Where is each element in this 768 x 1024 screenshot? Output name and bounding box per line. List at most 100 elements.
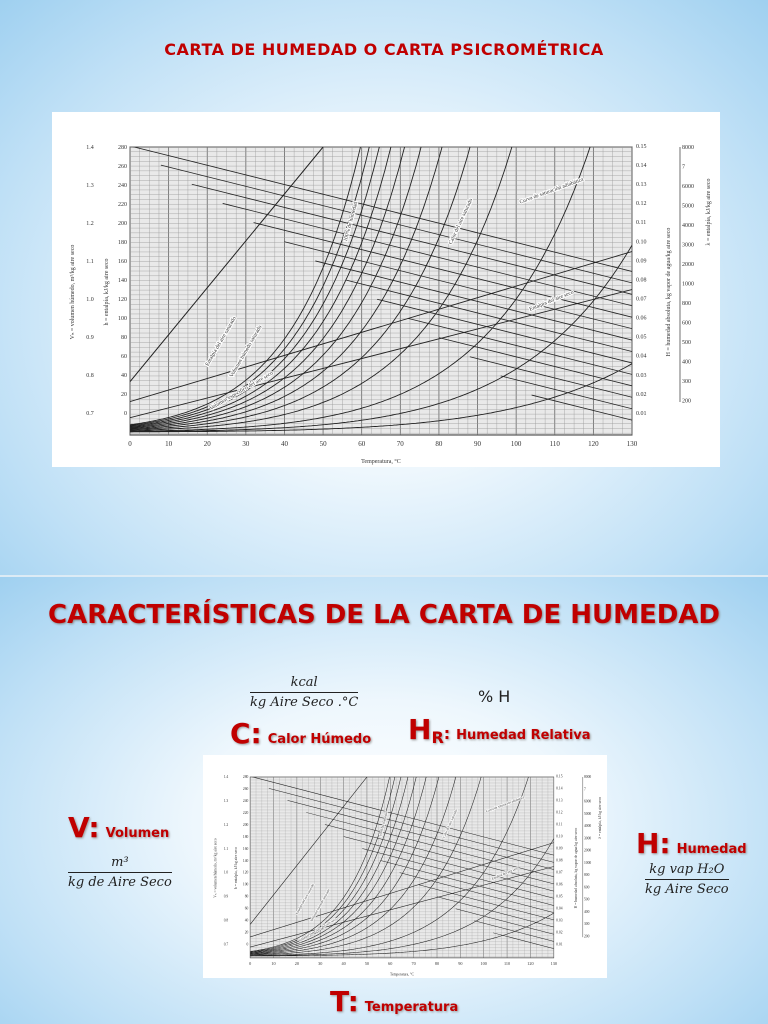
slide-1: CARTA DE HUMEDAD O CARTA PSICROMÉTRICA 0… bbox=[0, 0, 768, 575]
enthalpy-tick-label: 160 bbox=[118, 259, 127, 265]
calor-unit: kcal kg Aire Seco .°C bbox=[250, 675, 359, 710]
humidity-tick-label: 0.07 bbox=[556, 870, 562, 874]
volumen-unit: m³ kg de Aire Seco bbox=[68, 855, 172, 890]
adiabatic-line bbox=[253, 222, 632, 318]
x-tick-label: 100 bbox=[481, 961, 487, 966]
adiabatic-line bbox=[500, 375, 632, 410]
x-tick-label: 90 bbox=[474, 440, 482, 448]
adiabatic-line bbox=[492, 932, 554, 949]
adiabatic-line bbox=[531, 394, 632, 421]
enthalpy-tick-label: 220 bbox=[118, 202, 127, 208]
latent-tick-label: 5000 bbox=[682, 204, 694, 210]
volumen-label: V: Volumen bbox=[68, 811, 170, 844]
latent-tick-label: 800 bbox=[682, 301, 691, 307]
latent-tick-label: 400 bbox=[584, 910, 590, 914]
humidity-tick-label: 0.09 bbox=[636, 258, 647, 264]
humidity-tick-label: 0.10 bbox=[556, 834, 562, 838]
humidity-tick-label: 0.02 bbox=[556, 930, 562, 934]
humidity-curve-70 bbox=[130, 147, 392, 428]
enthalpy-tick-label: 160 bbox=[243, 847, 249, 851]
humedad-label: H: Humedad bbox=[636, 827, 747, 860]
humidity-curve-50 bbox=[250, 776, 427, 955]
latent-tick-label: 600 bbox=[682, 321, 691, 327]
slide-title: CARTA DE HUMEDAD O CARTA PSICROMÉTRICA bbox=[164, 40, 604, 59]
humidity-curve-80 bbox=[250, 776, 402, 953]
humidity-curve-70 bbox=[250, 776, 409, 954]
x-tick-label: 50 bbox=[320, 440, 328, 448]
adiabatic-line bbox=[287, 800, 554, 870]
humidity-curve-5 bbox=[250, 838, 554, 957]
humidity-tick-label: 0.02 bbox=[636, 392, 647, 398]
humidity-curve-100 bbox=[250, 776, 390, 952]
enthalpy-tick-label: 120 bbox=[118, 297, 127, 303]
right-axis-label-2: λ = entalpía, kJ/kg aire seco bbox=[706, 179, 712, 246]
x-tick-label: 30 bbox=[242, 440, 250, 448]
chart-annotation: 100% de humedad bbox=[378, 811, 388, 837]
enthalpy-tick-label: 140 bbox=[118, 278, 127, 284]
x-tick-label: 0 bbox=[249, 961, 251, 966]
humidity-tick-label: 0.11 bbox=[556, 822, 562, 826]
enthalpy-tick-label: 60 bbox=[121, 354, 127, 360]
humidity-curve-90 bbox=[130, 147, 370, 426]
adiabatic-line bbox=[132, 147, 632, 272]
adiabatic-line bbox=[191, 183, 632, 295]
volume-tick-label: 0.9 bbox=[224, 895, 229, 899]
adiabatic-line bbox=[222, 203, 632, 307]
volume-tick-label: 1.4 bbox=[224, 775, 229, 779]
enthalpy-tick-label: 200 bbox=[243, 823, 249, 827]
adiabatic-line bbox=[399, 872, 554, 913]
enthalpy-tick-label: 120 bbox=[243, 871, 249, 875]
humidity-curve-60 bbox=[130, 147, 406, 429]
x-axis-label: Temperatura, °C bbox=[361, 458, 401, 465]
x-tick-label: 60 bbox=[388, 961, 392, 966]
left-axis-label: Vₕ = volumen húmedo, m³/kg aire seco bbox=[213, 838, 218, 897]
enthalpy-tick-label: 220 bbox=[243, 811, 249, 815]
volume-tick-label: 1.0 bbox=[86, 297, 94, 303]
x-tick-label: 110 bbox=[550, 440, 561, 448]
right-axis-label: H = humedad absoluta, kg vapor de agua/k… bbox=[574, 828, 579, 909]
psychrometric-chart-image: 0 10 20 30 40 50 60 70 80 90 100 110 120 130 280 260 240… bbox=[203, 755, 607, 978]
adiabatic-line bbox=[284, 241, 632, 330]
x-tick-label: 80 bbox=[435, 961, 439, 966]
enthalpy-tick-label: 180 bbox=[243, 835, 249, 839]
slide-2: CARACTERÍSTICAS DE LA CARTA DE HUMEDAD k… bbox=[0, 577, 768, 1024]
left-axis-label-2: h = entalpía, kJ/kg aire seco bbox=[234, 847, 239, 889]
humidity-tick-label: 0.03 bbox=[556, 918, 562, 922]
latent-tick-label: 2000 bbox=[682, 262, 694, 268]
humidity-tick-label: 0.13 bbox=[556, 798, 562, 802]
x-tick-label: 30 bbox=[318, 961, 322, 966]
humidity-tick-label: 0.15 bbox=[636, 144, 647, 150]
adiabatic-line bbox=[346, 279, 632, 352]
x-tick-label: 80 bbox=[435, 440, 443, 448]
latent-tick-label: 1000 bbox=[584, 861, 591, 865]
humidity-curve-20 bbox=[130, 147, 513, 432]
humidity-tick-label: 0.06 bbox=[556, 882, 562, 886]
enthalpy-tick-label: 240 bbox=[118, 183, 127, 189]
adiabatic-line bbox=[251, 776, 554, 856]
latent-tick-label: 7 bbox=[682, 165, 685, 171]
humidity-curve-100 bbox=[130, 147, 361, 426]
saturated-enthalpy-line bbox=[250, 776, 368, 925]
x-tick-label: 40 bbox=[281, 440, 289, 448]
humidity-curve-30 bbox=[130, 147, 471, 431]
humidity-curve-90 bbox=[250, 776, 396, 953]
x-tick-label: 90 bbox=[458, 961, 462, 966]
latent-tick-label: 6000 bbox=[584, 800, 591, 804]
humidity-tick-label: 0.12 bbox=[636, 201, 647, 207]
curves bbox=[130, 147, 632, 433]
volume-tick-label: 1.2 bbox=[224, 823, 229, 827]
x-tick-label: 20 bbox=[295, 961, 299, 966]
latent-tick-label: 500 bbox=[584, 898, 590, 902]
curves bbox=[250, 776, 554, 957]
humidity-tick-label: 0.14 bbox=[636, 163, 647, 169]
enthalpy-tick-label: 180 bbox=[118, 240, 127, 246]
dry-air-enthalpy-line bbox=[130, 251, 632, 403]
adiabatic-line bbox=[438, 337, 632, 387]
right-axis-label-2: λ = entalpía, kJ/kg aire seco bbox=[598, 797, 603, 839]
humidity-curve-30 bbox=[250, 776, 457, 955]
left-axis-label: Vₕ = volumen húmedo, m³/kg aire seco bbox=[70, 245, 76, 340]
humidity-tick-label: 0.11 bbox=[636, 220, 646, 226]
volume-tick-label: 1.4 bbox=[86, 145, 94, 151]
humidity-tick-label: 0.05 bbox=[556, 894, 562, 898]
latent-tick-label: 8000 bbox=[682, 145, 694, 151]
